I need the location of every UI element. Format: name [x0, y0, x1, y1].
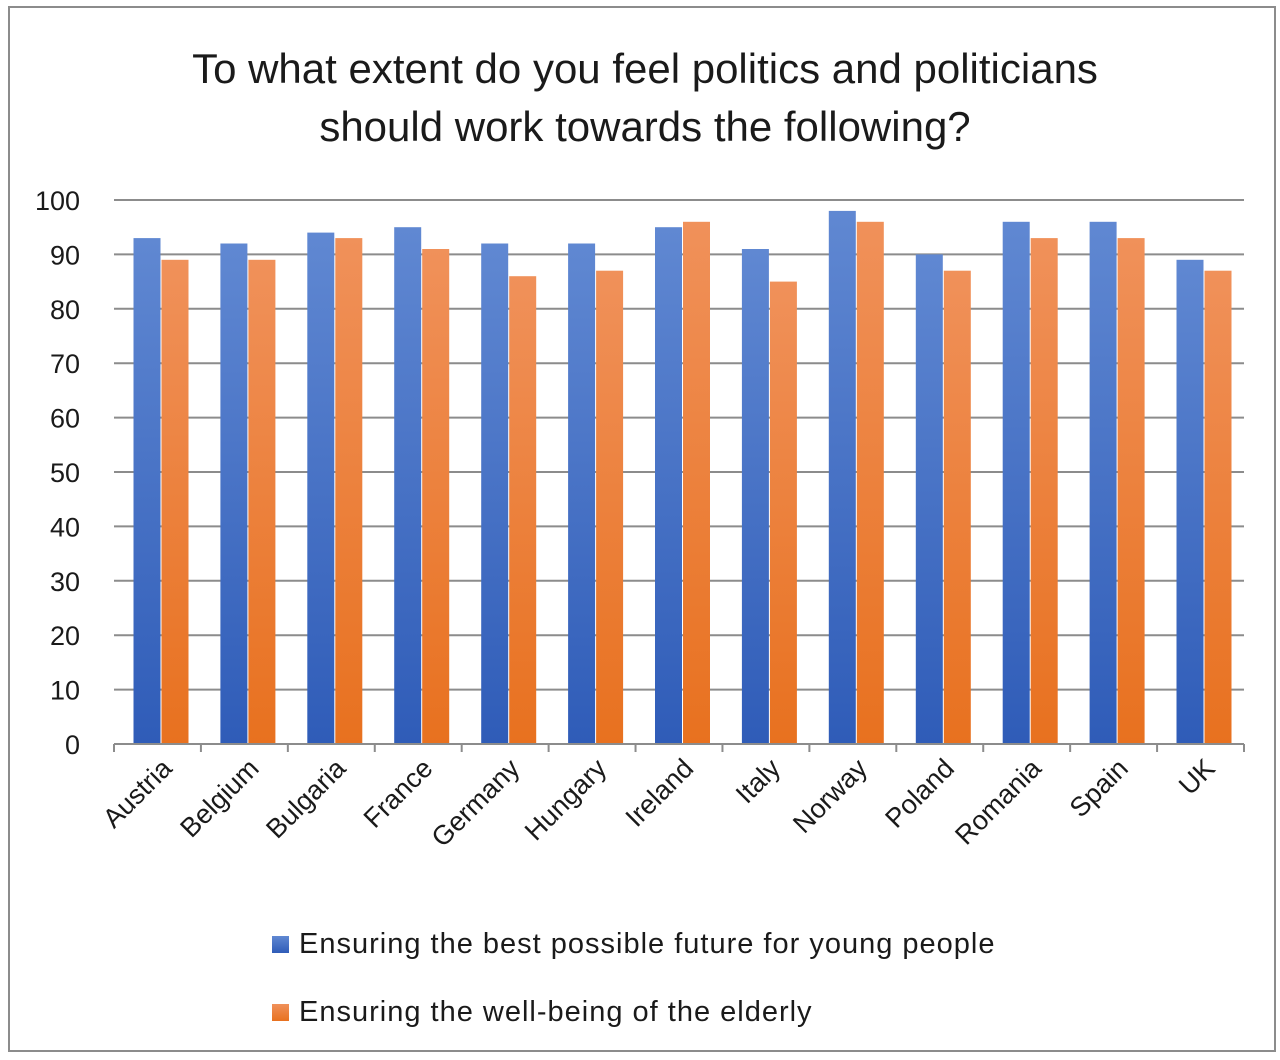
x-tick-label-spain: Spain [1064, 753, 1134, 823]
legend: Ensuring the best possible future for yo… [272, 924, 995, 1060]
bar-young-belgium [220, 243, 248, 744]
x-tick-label-ireland: Ireland [620, 753, 700, 833]
x-tick-label-france: France [358, 753, 439, 834]
bar-young-ireland [655, 227, 682, 744]
x-tick-label-germany: Germany [426, 753, 526, 853]
x-tick-label-belgium: Belgium [174, 753, 264, 843]
bar-young-spain [1089, 221, 1117, 745]
bar-elderly-france [422, 249, 450, 744]
bar-elderly-uk [1204, 270, 1232, 744]
bar-elderly-belgium [248, 259, 276, 744]
legend-item-young: Ensuring the best possible future for yo… [272, 924, 995, 964]
bar-chart: 0 10 20 30 40 50 60 70 80 90 100 AustriaBelgiumBul… [35, 186, 1245, 853]
y-tick-label-70: 70 [50, 349, 80, 379]
bar-elderly-poland [943, 270, 971, 744]
bar-elderly-hungary [596, 270, 624, 744]
legend-item-elderly: Ensuring the well-being of the elderly [272, 992, 995, 1032]
x-axis [113, 743, 1245, 752]
y-axis-ticks: 0 10 20 30 40 50 60 70 80 90 100 [35, 186, 80, 760]
legend-label-young: Ensuring the best possible future for yo… [299, 927, 996, 960]
bar-elderly-bulgaria [335, 238, 363, 744]
bar-young-france [394, 227, 422, 744]
y-tick-label-40: 40 [50, 512, 80, 542]
bar-young-austria [133, 238, 161, 744]
bar-elderly-germany [509, 276, 537, 744]
bar-elderly-spain [1117, 238, 1145, 744]
x-tick-label-poland: Poland [879, 753, 960, 834]
y-tick-label-20: 20 [50, 621, 80, 651]
bar-young-norway [828, 210, 856, 744]
bar-young-hungary [568, 243, 596, 744]
y-tick-label-10: 10 [50, 676, 80, 706]
bar-young-poland [915, 254, 943, 744]
y-tick-label-80: 80 [50, 295, 80, 325]
bar-young-italy [741, 249, 769, 744]
y-tick-label-30: 30 [50, 567, 80, 597]
x-tick-label-italy: Italy [730, 753, 787, 810]
y-tick-label-60: 60 [50, 404, 80, 434]
x-tick-label-norway: Norway [787, 753, 873, 839]
chart-frame [8, 6, 1276, 1052]
bar-elderly-norway [856, 221, 884, 745]
bar-elderly-italy [769, 281, 797, 744]
bar-young-romania [1002, 221, 1030, 745]
bar-young-uk [1176, 259, 1204, 744]
bar-elderly-ireland [683, 221, 710, 745]
bar-elderly-romania [1030, 238, 1058, 744]
chart-title-line-2: should work towards the following? [319, 103, 971, 150]
x-tick-label-bulgaria: Bulgaria [260, 752, 352, 844]
legend-swatch-elderly [272, 1003, 289, 1021]
chart-title-line-1: To what extent do you feel politics and … [192, 45, 1098, 92]
y-tick-label-90: 90 [50, 240, 80, 270]
bar-young-germany [481, 243, 509, 744]
x-tick-label-austria: Austria [97, 752, 178, 833]
bar-elderly-austria [161, 259, 189, 744]
x-tick-label-romania: Romania [949, 752, 1047, 850]
legend-label-elderly: Ensuring the well-being of the elderly [299, 995, 813, 1028]
x-tick-label-hungary: Hungary [519, 753, 613, 847]
chart-title: To what extent do you feel politics and … [0, 40, 1280, 156]
bar-young-bulgaria [307, 232, 335, 744]
legend-swatch-young [272, 935, 289, 953]
y-tick-label-100: 100 [35, 186, 80, 216]
y-tick-label-0: 0 [65, 730, 80, 760]
y-tick-label-50: 50 [50, 458, 80, 488]
x-tick-label-uk: UK [1173, 753, 1221, 801]
bars [133, 210, 1232, 745]
